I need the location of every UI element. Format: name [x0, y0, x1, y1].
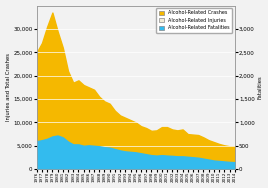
Y-axis label: Injuries and Total Crashes: Injuries and Total Crashes: [6, 53, 10, 121]
Legend: Alcohol-Related Crashes, Alcohol-Related Injuries, Alcohol-Related Fatalities: Alcohol-Related Crashes, Alcohol-Related…: [156, 8, 232, 33]
Y-axis label: Fatalities: Fatalities: [258, 76, 262, 99]
